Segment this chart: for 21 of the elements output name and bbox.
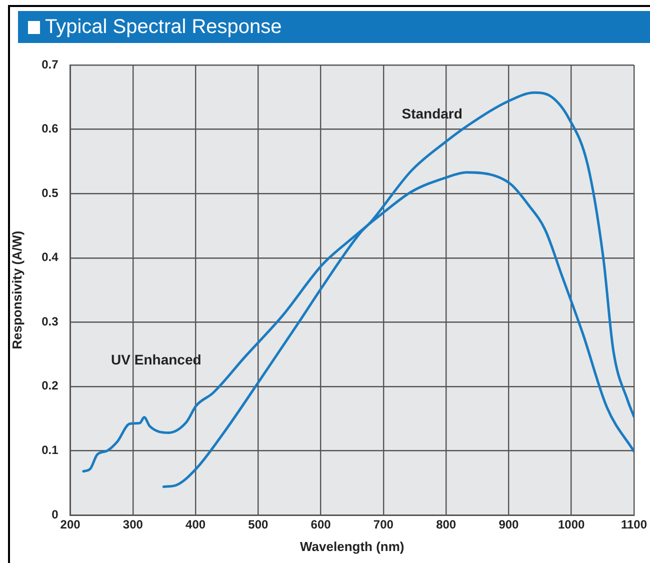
- x-tick-label: 700: [373, 518, 394, 532]
- x-tick-label: 900: [498, 518, 520, 532]
- x-axis-title: Wavelength (nm): [300, 538, 404, 554]
- x-tick-label: 300: [122, 518, 144, 532]
- x-tick-label: 600: [310, 518, 332, 532]
- y-tick-label: 0.4: [42, 250, 59, 264]
- x-tick-label: 1000: [558, 518, 586, 532]
- chart-title: Typical Spectral Response: [45, 15, 282, 40]
- x-tick-label: 1100: [620, 518, 648, 532]
- y-tick-label: 0.6: [42, 122, 59, 136]
- y-tick-label: 0.3: [42, 314, 59, 328]
- x-tick-label: 200: [60, 518, 81, 532]
- x-tick-label: 800: [436, 518, 456, 532]
- y-axis-title: Responsivity (A/W): [9, 230, 24, 350]
- x-tick-label: 500: [248, 518, 269, 532]
- y-tick-label: 0.7: [42, 57, 59, 72]
- y-tick-label: 0.1: [42, 443, 59, 458]
- x-tick-label: 400: [186, 518, 206, 532]
- y-tick-label: 0.5: [42, 186, 59, 200]
- y-tick-label: 0.2: [42, 378, 59, 393]
- y-tick-label: 0: [52, 507, 59, 522]
